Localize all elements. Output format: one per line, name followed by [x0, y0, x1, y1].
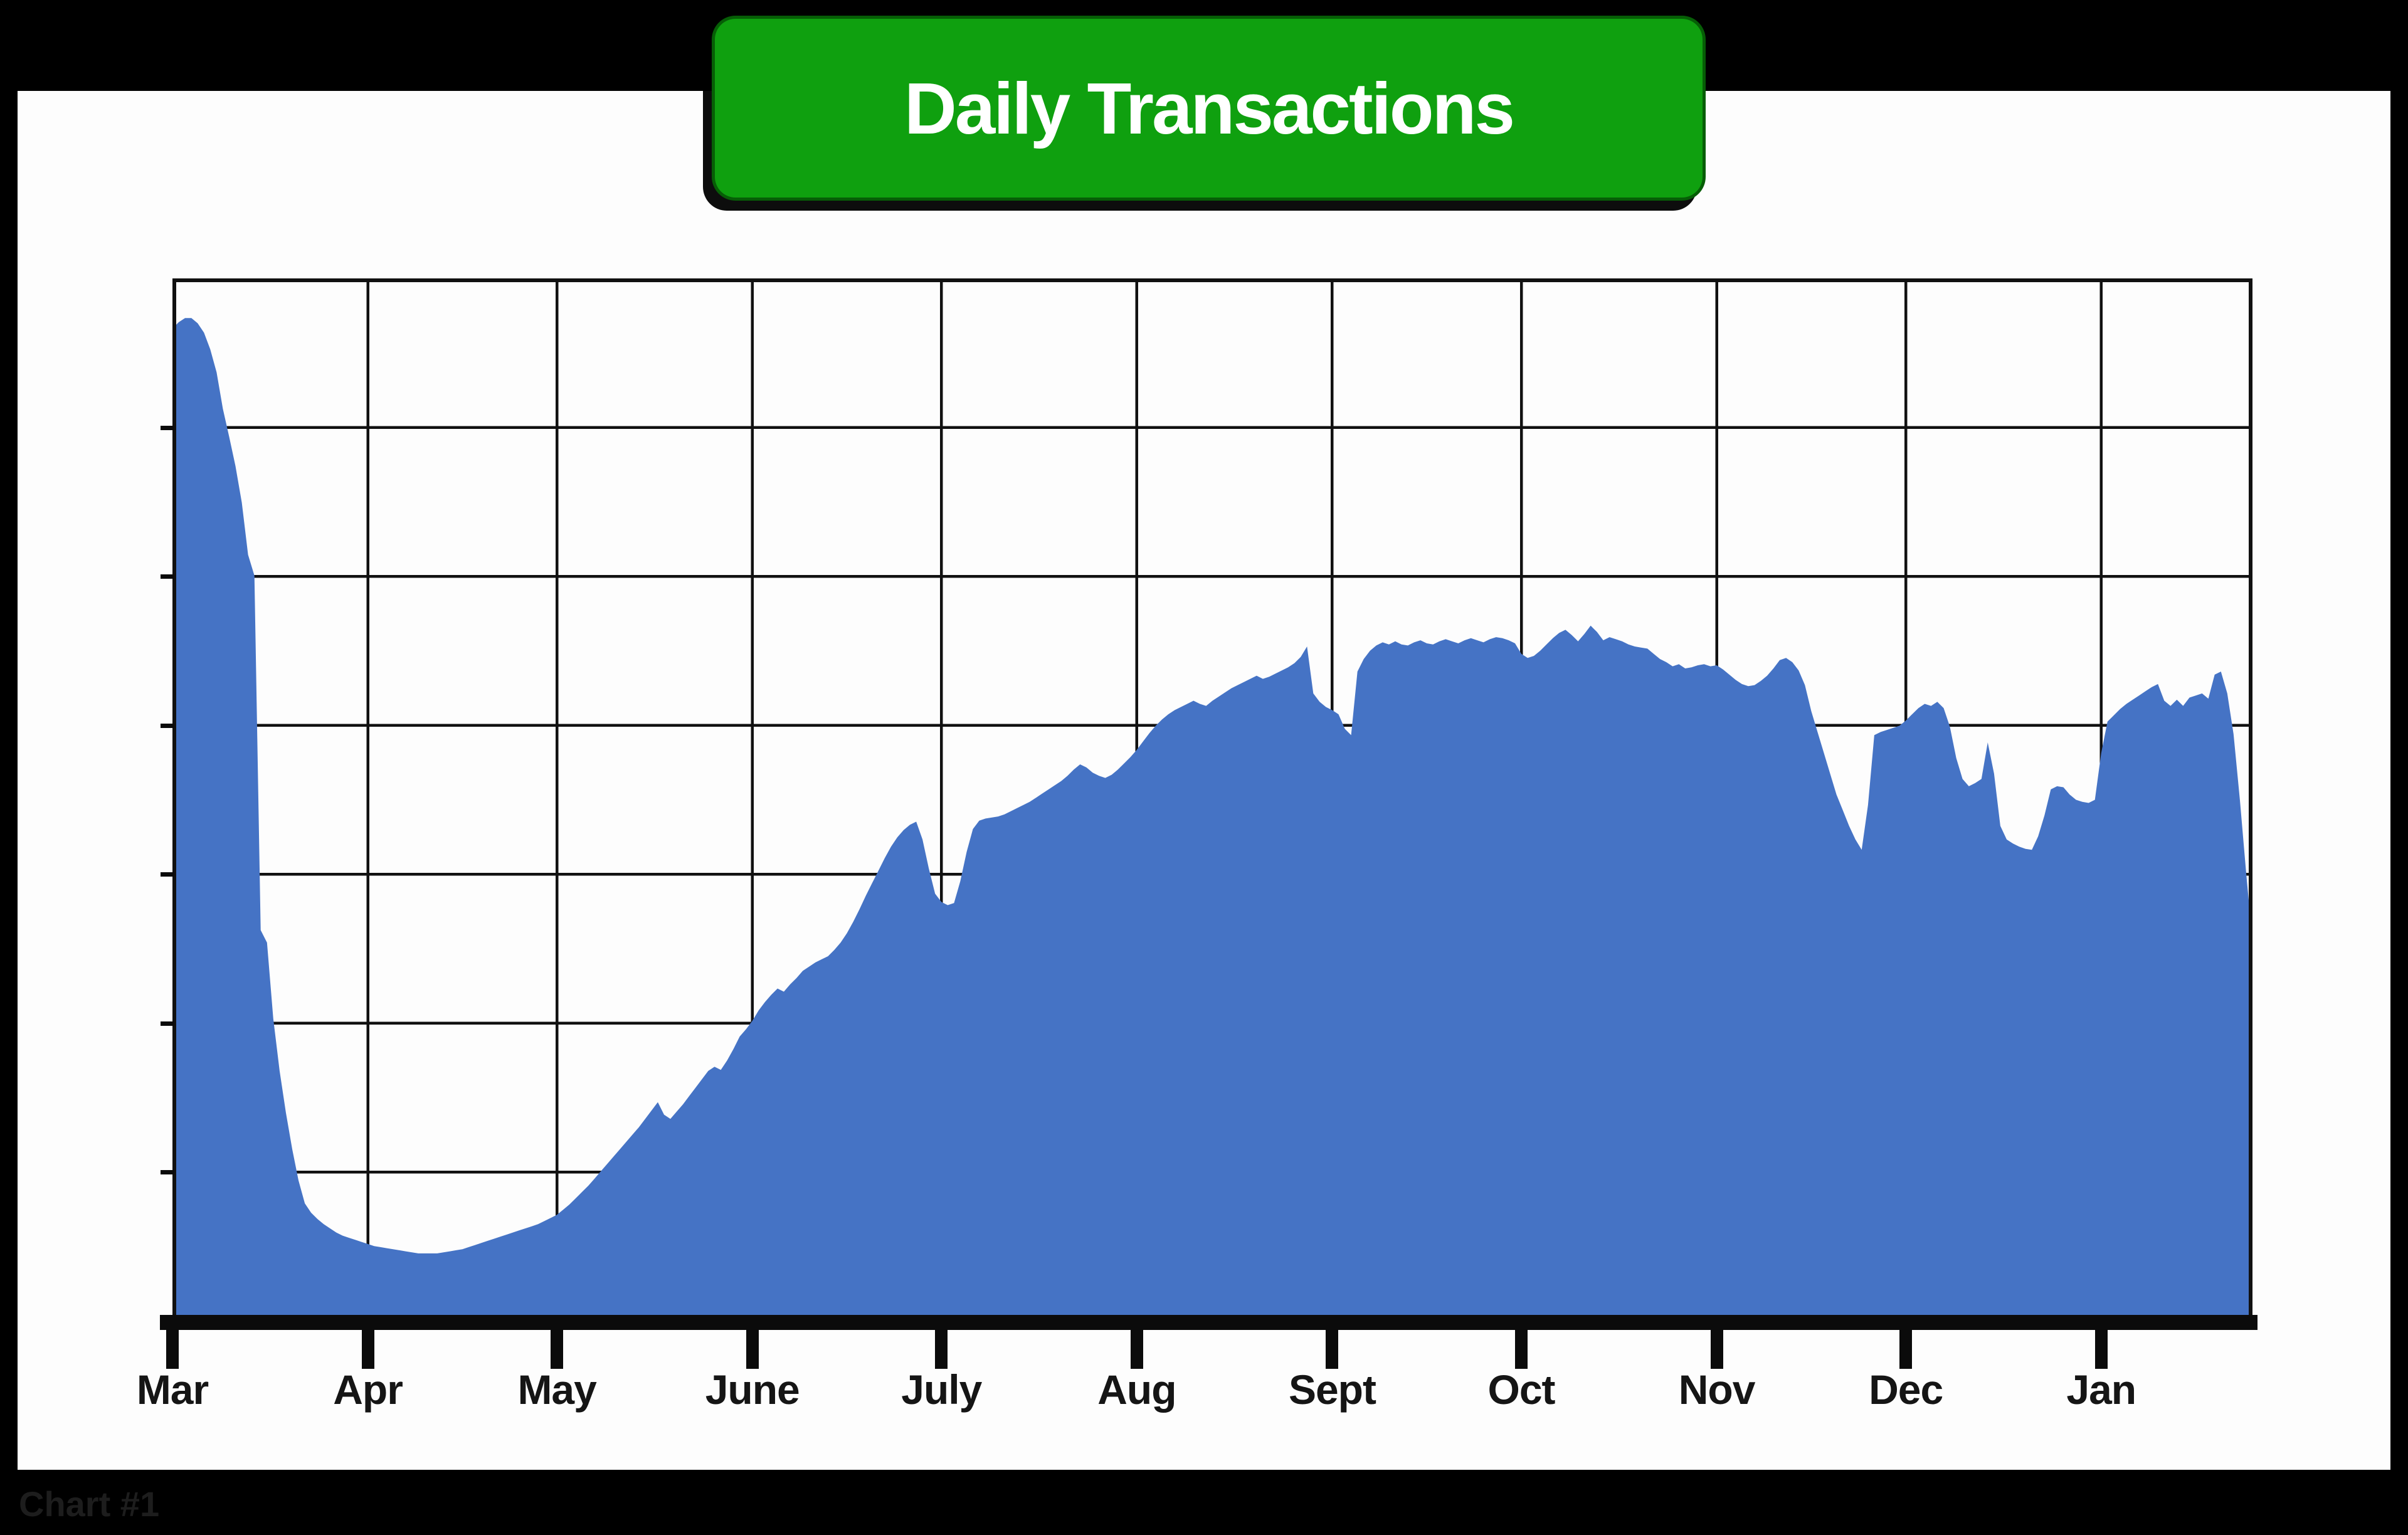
y-tick [161, 425, 174, 430]
x-tick-sept [1326, 1330, 1339, 1369]
x-tick-may [551, 1330, 564, 1369]
chart-footnote: Chart #1 [19, 1484, 160, 1524]
x-tick-dec [1899, 1330, 1913, 1369]
x-label-may: May [517, 1366, 596, 1413]
x-label-june: June [705, 1366, 800, 1413]
y-tick [161, 723, 174, 728]
y-tick [161, 1170, 174, 1175]
x-label-jan: Jan [2066, 1366, 2136, 1413]
page-title: Daily Transactions [904, 67, 1515, 149]
y-tick [161, 1021, 174, 1026]
x-label-apr: Apr [333, 1366, 403, 1413]
x-tick-oct [1515, 1330, 1528, 1369]
transactions-area-series [172, 318, 2252, 1321]
title-badge: Daily Transactions [712, 16, 1706, 201]
x-axis-line [160, 1315, 2258, 1330]
x-label-dec: Dec [1869, 1366, 1943, 1413]
x-label-aug: Aug [1097, 1366, 1176, 1413]
x-tick-july [935, 1330, 948, 1369]
x-label-mar: Mar [136, 1366, 209, 1413]
x-label-july: July [901, 1366, 982, 1413]
plot-area [172, 278, 2252, 1321]
x-tick-jan [2094, 1330, 2108, 1369]
y-tick [161, 574, 174, 579]
x-tick-aug [1130, 1330, 1143, 1369]
area-chart [172, 278, 2252, 1321]
y-tick [161, 872, 174, 877]
x-tick-nov [1710, 1330, 1723, 1369]
x-label-nov: Nov [1678, 1366, 1756, 1413]
x-label-sept: Sept [1288, 1366, 1376, 1413]
x-tick-apr [361, 1330, 374, 1369]
x-tick-june [746, 1330, 759, 1369]
x-label-oct: Oct [1487, 1366, 1556, 1413]
x-tick-mar [166, 1330, 179, 1369]
